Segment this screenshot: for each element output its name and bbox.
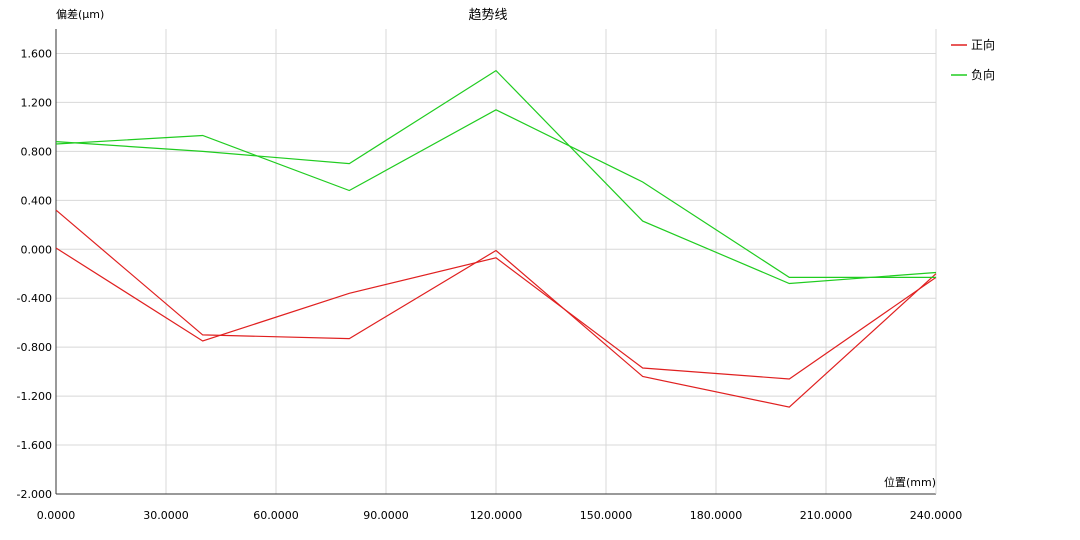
x-axis-title: 位置(mm)	[884, 475, 936, 489]
legend-label-forward: 正向	[971, 37, 995, 52]
y-tick-label: -2.000	[17, 488, 52, 501]
x-tick-label: 210.0000	[800, 509, 853, 522]
series-line-reverse-3	[55, 109, 936, 278]
x-tick-label: 60.0000	[253, 509, 299, 522]
tick-labels: 0.0000 30.0000 60.0000 90.0000 120.0000 150.0…	[17, 47, 963, 522]
y-tick-label: 0.400	[21, 194, 53, 207]
axes	[55, 29, 937, 495]
y-tick-label: 1.600	[21, 47, 53, 60]
y-tick-label: -0.800	[17, 341, 52, 354]
y-tick-label: 0.000	[21, 243, 53, 256]
legend-label-reverse: 负向	[971, 67, 995, 82]
grid-lines	[55, 29, 937, 495]
series-line-forward-0	[55, 209, 937, 408]
y-tick-label: -1.600	[17, 439, 52, 452]
series-line-forward-1	[55, 247, 937, 380]
x-tick-label: 0.0000	[37, 509, 76, 522]
x-tick-label: 90.0000	[363, 509, 409, 522]
y-tick-label: 1.200	[21, 96, 53, 109]
y-tick-label: -0.400	[17, 292, 52, 305]
chart-title: 趋势线	[468, 7, 507, 23]
series-line-reverse-2	[55, 69, 937, 285]
x-tick-label: 30.0000	[143, 509, 189, 522]
x-tick-label: 240.0000	[910, 509, 963, 522]
x-tick-label: 180.0000	[690, 509, 743, 522]
x-tick-label: 120.0000	[470, 509, 523, 522]
x-tick-label: 150.0000	[580, 509, 633, 522]
y-tick-label: 0.800	[21, 145, 53, 158]
y-tick-label: -1.200	[17, 390, 52, 403]
legend: 正向 负向	[951, 37, 995, 82]
series-lines	[55, 69, 937, 408]
y-axis-title: 偏差(μm)	[56, 7, 104, 21]
